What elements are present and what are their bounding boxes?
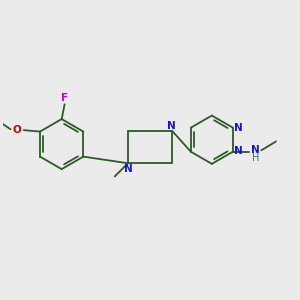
Text: N: N bbox=[167, 121, 176, 130]
Text: N: N bbox=[234, 146, 243, 156]
Text: N: N bbox=[251, 145, 260, 155]
Text: F: F bbox=[61, 93, 68, 103]
Text: N: N bbox=[124, 164, 132, 173]
Text: O: O bbox=[13, 125, 21, 135]
Text: N: N bbox=[234, 123, 242, 133]
Text: H: H bbox=[252, 153, 259, 163]
